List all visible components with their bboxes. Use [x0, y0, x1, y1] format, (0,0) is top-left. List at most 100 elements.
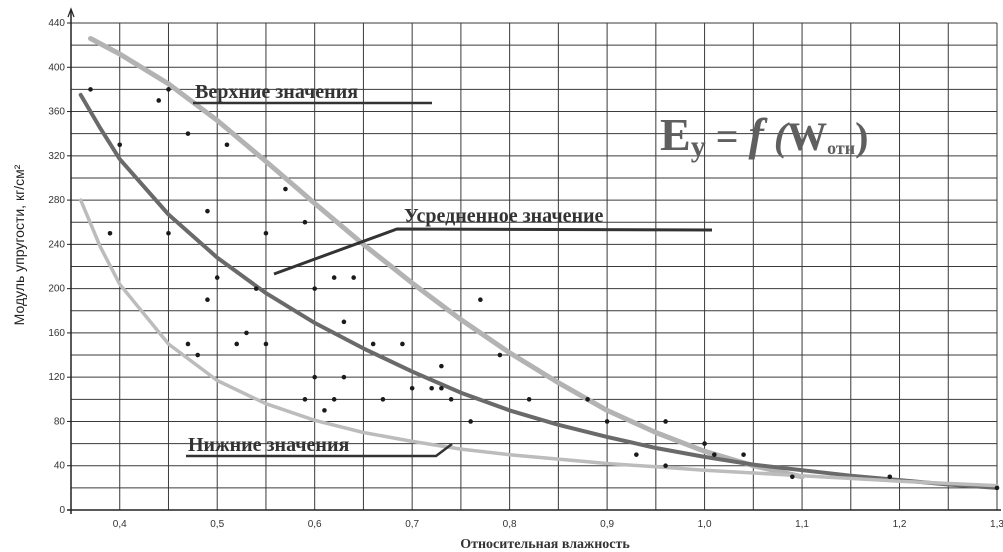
data-point [224, 142, 230, 148]
x-tick-labels: 0,4 0,5 0,6 0,7 0,8 0,9 1,0 1,1 1,2 1,3 [113, 519, 1003, 530]
x-tick-label: 0,7 [405, 519, 419, 530]
data-point [634, 452, 639, 457]
axes [67, 7, 1001, 514]
y-tick-label: 280 [48, 195, 65, 206]
y-tick-label: 80 [54, 416, 66, 427]
data-point [351, 275, 356, 280]
data-points [88, 87, 1000, 491]
y-tick-label: 160 [48, 328, 65, 339]
data-point [302, 397, 308, 402]
data-point [526, 397, 532, 402]
annotation-lower-leader [186, 443, 453, 458]
annotation-average: Усредненное значение [404, 205, 604, 227]
data-point [663, 419, 668, 424]
x-tick-label: 0,8 [503, 519, 517, 530]
data-point [185, 131, 191, 136]
formula-sub-otn: отн [827, 138, 855, 158]
annotation-average-leader [273, 227, 713, 276]
y-tick-label: 320 [48, 151, 65, 162]
formula-w: W [787, 114, 827, 159]
y-tick-label: 440 [48, 18, 65, 29]
annotation-lower: Нижние значения [188, 434, 349, 456]
formula-e: E [660, 109, 691, 160]
data-point [283, 186, 288, 192]
data-point [166, 87, 171, 92]
y-tick-label: 40 [54, 461, 66, 472]
data-point [195, 352, 201, 358]
data-point [107, 230, 113, 236]
data-point [312, 286, 317, 291]
data-point [663, 463, 668, 469]
data-point [302, 219, 308, 225]
data-point [604, 419, 610, 424]
data-point [439, 385, 444, 391]
data-point [214, 275, 220, 280]
x-tick-label: 1,3 [990, 519, 1003, 530]
formula-equals: = [706, 114, 749, 159]
data-point [166, 230, 171, 236]
x-tick-label: 0,4 [113, 519, 127, 530]
data-point [234, 341, 240, 347]
y-tick-label: 400 [48, 62, 65, 73]
x-tick-label: 1,2 [893, 519, 907, 530]
data-point [205, 208, 210, 214]
x-tick-label: 0,5 [210, 519, 224, 530]
x-tick-label: 1,1 [795, 519, 809, 530]
curves [78, 36, 999, 490]
data-point [331, 275, 337, 280]
y-tick-label: 240 [48, 239, 65, 250]
formula: Eу = f (Wотн) [660, 109, 868, 163]
data-point [380, 397, 386, 402]
data-point [117, 142, 123, 148]
data-point [741, 452, 746, 457]
data-point [322, 408, 327, 413]
curve-line [88, 36, 805, 480]
y-tick-label: 0 [59, 505, 65, 516]
data-point [448, 397, 454, 402]
data-point [790, 474, 795, 480]
data-point [341, 319, 347, 325]
data-point [702, 441, 707, 446]
svg-text:Eу = f (Wотн): Eу = f (Wотн) [660, 109, 868, 163]
annotation-upper: Верхние значения [195, 81, 358, 103]
data-point [263, 341, 269, 347]
data-point [439, 363, 444, 369]
data-point [585, 397, 590, 402]
data-point [205, 297, 210, 303]
x-axis-label: Относительная влажность [460, 537, 630, 552]
y-tick-label: 120 [48, 372, 65, 383]
y-axis-arrow [67, 7, 75, 18]
curve-line [78, 92, 999, 490]
data-point [156, 98, 162, 103]
data-point [429, 385, 434, 391]
data-point [400, 341, 405, 347]
formula-paren-close: ) [855, 114, 868, 159]
x-tick-label: 0,9 [600, 519, 614, 530]
curve-line [78, 198, 999, 488]
formula-f: f [748, 109, 768, 160]
data-point [244, 330, 249, 336]
data-point [263, 230, 269, 236]
data-point [312, 374, 317, 380]
data-point [887, 474, 893, 480]
data-point [478, 297, 483, 303]
data-point [331, 397, 337, 402]
data-point [409, 385, 415, 391]
y-axis-label: Модуль упругости, кг/см² [11, 164, 27, 325]
data-point [468, 419, 473, 424]
data-point [370, 341, 376, 347]
x-tick-label: 1,0 [698, 519, 712, 530]
data-point [253, 286, 259, 291]
x-tick-label: 0,6 [308, 519, 322, 530]
formula-paren-open: ( [764, 114, 790, 159]
data-point [341, 374, 347, 380]
formula-sub-y: у [691, 130, 706, 163]
data-point [994, 485, 1000, 491]
y-tick-labels: 0 40 80 120 160 200 240 280 320 360 400 440 [48, 18, 71, 516]
data-point [185, 341, 191, 347]
y-tick-label: 360 [48, 107, 65, 118]
data-point [497, 352, 503, 358]
data-point [712, 452, 717, 457]
